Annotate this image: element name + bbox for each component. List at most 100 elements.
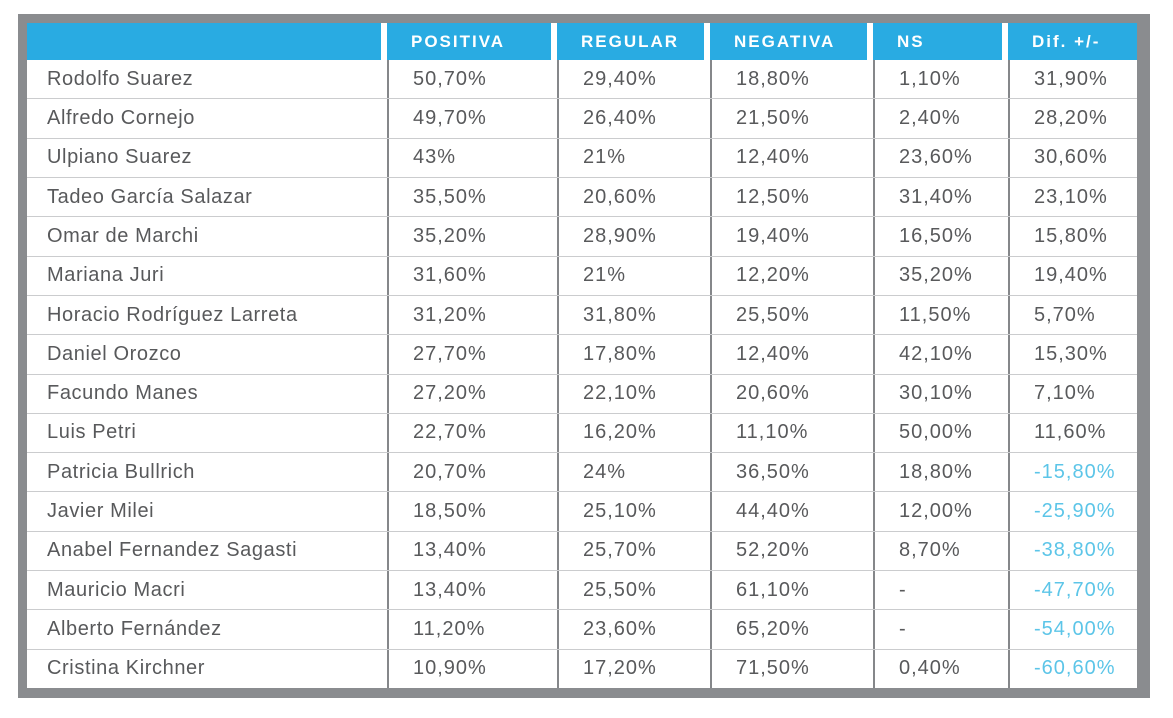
cell-dif: 15,80% xyxy=(1008,217,1137,256)
cell-dif: -60,60% xyxy=(1008,649,1137,688)
cell-dif: -15,80% xyxy=(1008,453,1137,492)
table-row: Javier Milei 18,50% 25,10% 44,40% 12,00%… xyxy=(27,492,1137,532)
cell-dif: -54,00% xyxy=(1008,610,1137,649)
table-row: Cristina Kirchner 10,90% 17,20% 71,50% 0… xyxy=(27,649,1137,688)
table-row: Omar de Marchi 35,20% 28,90% 19,40% 16,5… xyxy=(27,217,1137,257)
cell-negativa: 11,10% xyxy=(710,413,873,453)
cell-regular: 24% xyxy=(557,453,710,492)
cell-regular: 31,80% xyxy=(557,295,710,335)
cell-ns: 30,10% xyxy=(873,374,1008,413)
cell-politician-name: Rodolfo Suarez xyxy=(47,67,194,90)
cell-ns: 42,10% xyxy=(873,335,1008,374)
cell-ns: 50,00% xyxy=(873,413,1008,453)
cell-ns: - xyxy=(873,571,1008,610)
table-body: Rodolfo Suarez 50,70% 29,40% 18,80% 1,10… xyxy=(27,60,1137,688)
cell-politician-name: Javier Milei xyxy=(47,500,155,523)
cell-positiva: 10,90% xyxy=(387,649,557,688)
cell-ns: 8,70% xyxy=(873,531,1008,571)
cell-negativa: 12,40% xyxy=(710,335,873,374)
cell-negativa: 19,40% xyxy=(710,217,873,256)
cell-politician-name: Anabel Fernandez Sagasti xyxy=(47,539,298,562)
cell-negativa: 44,40% xyxy=(710,492,873,531)
cell-regular: 25,50% xyxy=(557,571,710,610)
cell-regular: 25,70% xyxy=(557,531,710,571)
table-row: Patricia Bullrich 20,70% 24% 36,50% 18,8… xyxy=(27,453,1137,493)
header-col-ns: NS xyxy=(873,23,1008,60)
cell-politician-name: Luis Petri xyxy=(47,421,137,444)
cell-positiva: 43% xyxy=(387,138,557,177)
cell-regular: 28,90% xyxy=(557,217,710,256)
cell-positiva: 35,50% xyxy=(387,177,557,217)
cell-dif: 23,10% xyxy=(1008,177,1137,217)
cell-dif: -25,90% xyxy=(1008,492,1137,531)
cell-dif: -47,70% xyxy=(1008,571,1137,610)
cell-politician-name: Tadeo García Salazar xyxy=(47,185,253,208)
cell-regular: 21% xyxy=(557,256,710,295)
header-col-negativa: NEGATIVA xyxy=(710,23,873,60)
header-cell-ns: NS xyxy=(873,23,1002,60)
cell-positiva: 27,20% xyxy=(387,374,557,413)
cell-positiva: 27,70% xyxy=(387,335,557,374)
cell-negativa: 12,50% xyxy=(710,177,873,217)
header-cell-dif: Dif. +/- xyxy=(1008,23,1137,60)
table-row: Mariana Juri 31,60% 21% 12,20% 35,20% 19… xyxy=(27,256,1137,296)
cell-politician-name: Mauricio Macri xyxy=(47,578,186,601)
cell-ns: 31,40% xyxy=(873,177,1008,217)
cell-positiva: 13,40% xyxy=(387,571,557,610)
cell-dif: 15,30% xyxy=(1008,335,1137,374)
cell-politician-name: Facundo Manes xyxy=(47,382,199,405)
header-col-name xyxy=(27,23,387,60)
cell-politician-name: Patricia Bullrich xyxy=(47,460,196,483)
header-cell-positiva: POSITIVA xyxy=(387,23,551,60)
cell-ns: 1,10% xyxy=(873,60,1008,99)
cell-regular: 25,10% xyxy=(557,492,710,531)
cell-negativa: 12,20% xyxy=(710,256,873,295)
cell-regular: 21% xyxy=(557,138,710,177)
cell-positiva: 18,50% xyxy=(387,492,557,531)
cell-positiva: 49,70% xyxy=(387,99,557,138)
cell-negativa: 61,10% xyxy=(710,571,873,610)
cell-positiva: 31,20% xyxy=(387,295,557,335)
cell-negativa: 18,80% xyxy=(710,60,873,99)
table-row: Luis Petri 22,70% 16,20% 11,10% 50,00% 1… xyxy=(27,413,1137,454)
cell-regular: 16,20% xyxy=(557,413,710,453)
table-header-row: POSITIVA REGULAR NEGATIVA NS Dif. +/- xyxy=(27,23,1137,60)
cell-regular: 22,10% xyxy=(557,374,710,413)
cell-negativa: 20,60% xyxy=(710,374,873,413)
cell-regular: 26,40% xyxy=(557,99,710,138)
cell-regular: 29,40% xyxy=(557,60,710,99)
cell-politician-name: Alfredo Cornejo xyxy=(47,106,195,129)
cell-dif: 11,60% xyxy=(1008,413,1137,453)
cell-negativa: 65,20% xyxy=(710,610,873,649)
header-col-regular: REGULAR xyxy=(557,23,710,60)
cell-ns: 11,50% xyxy=(873,295,1008,335)
table-row: Alfredo Cornejo 49,70% 26,40% 21,50% 2,4… xyxy=(27,99,1137,139)
cell-negativa: 36,50% xyxy=(710,453,873,492)
cell-dif: 7,10% xyxy=(1008,374,1137,413)
table-row: Tadeo García Salazar 35,50% 20,60% 12,50… xyxy=(27,177,1137,218)
table-row: Mauricio Macri 13,40% 25,50% 61,10% - -4… xyxy=(27,571,1137,611)
cell-positiva: 20,70% xyxy=(387,453,557,492)
cell-ns: 23,60% xyxy=(873,138,1008,177)
cell-dif: 30,60% xyxy=(1008,138,1137,177)
header-col-positiva: POSITIVA xyxy=(387,23,557,60)
cell-ns: 12,00% xyxy=(873,492,1008,531)
cell-negativa: 52,20% xyxy=(710,531,873,571)
cell-positiva: 22,70% xyxy=(387,413,557,453)
cell-ns: - xyxy=(873,610,1008,649)
cell-politician-name: Ulpiano Suarez xyxy=(47,146,193,169)
cell-negativa: 25,50% xyxy=(710,295,873,335)
cell-politician-name: Mariana Juri xyxy=(47,264,165,287)
cell-dif: 5,70% xyxy=(1008,295,1137,335)
cell-politician-name: Horacio Rodríguez Larreta xyxy=(47,303,298,326)
table-row: Anabel Fernandez Sagasti 13,40% 25,70% 5… xyxy=(27,531,1137,572)
header-cell-negativa: NEGATIVA xyxy=(710,23,867,60)
cell-positiva: 31,60% xyxy=(387,256,557,295)
cell-regular: 20,60% xyxy=(557,177,710,217)
cell-regular: 23,60% xyxy=(557,610,710,649)
cell-ns: 18,80% xyxy=(873,453,1008,492)
cell-positiva: 35,20% xyxy=(387,217,557,256)
cell-negativa: 21,50% xyxy=(710,99,873,138)
cell-negativa: 71,50% xyxy=(710,649,873,688)
cell-ns: 0,40% xyxy=(873,649,1008,688)
